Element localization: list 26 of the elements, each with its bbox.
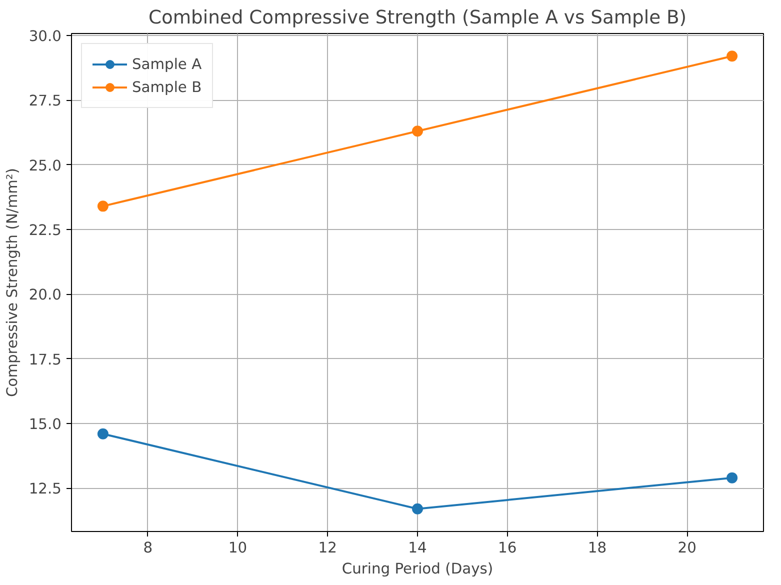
legend-label: Sample B (132, 78, 202, 96)
x-axis-title: Curing Period (Days) (342, 560, 494, 578)
y-tick-label: 25.0 (28, 157, 62, 174)
point (97, 428, 108, 440)
chart-title: Combined Compressive Strength (Sample A vs Sample B) (148, 8, 687, 28)
x-tick-label: 18 (588, 540, 607, 556)
point (412, 503, 423, 514)
point (412, 126, 423, 137)
x-tick-label: 12 (318, 540, 337, 556)
y-axis-title: Compressive Strength (N/mm²) (4, 168, 21, 398)
x-tick-label: 16 (498, 540, 517, 556)
x-tick-label: 20 (678, 540, 696, 556)
y-tick-label: 30.0 (28, 28, 62, 45)
x-tick-label: 8 (143, 540, 153, 556)
legend-label: Sample A (132, 56, 202, 72)
y-tick-label: 17.5 (28, 351, 62, 368)
point (726, 472, 738, 484)
point (726, 50, 738, 62)
y-tick-label: 15.0 (28, 416, 62, 433)
y-tick-label: 22.5 (28, 222, 62, 239)
y-tick-label: 20.0 (28, 286, 62, 304)
y-tick-label: 27.5 (28, 92, 62, 110)
y-tick-label: 12.5 (28, 480, 62, 498)
x-tick-label: 14 (408, 540, 427, 556)
x-tick-label: 10 (228, 540, 248, 556)
point (97, 200, 108, 212)
